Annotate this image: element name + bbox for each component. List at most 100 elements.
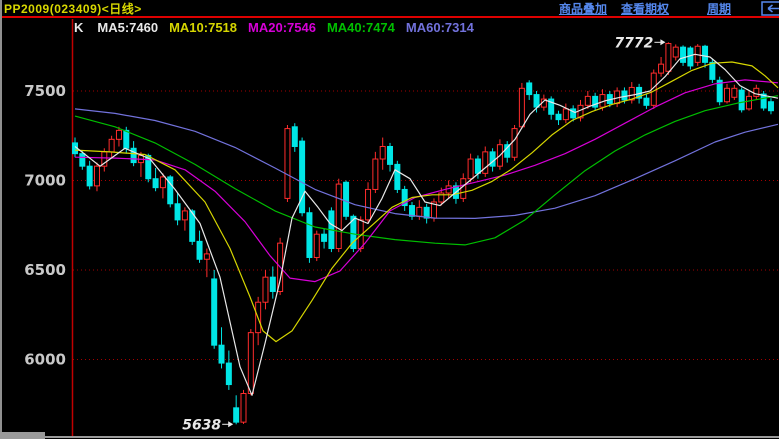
candle-body xyxy=(167,176,174,205)
legend-k-label: K xyxy=(74,20,84,35)
candle-body xyxy=(592,95,599,108)
window-bottom-border xyxy=(0,436,779,438)
candle-body xyxy=(284,128,291,199)
candle-body xyxy=(152,178,159,189)
candle-body xyxy=(489,151,496,167)
indicator-legend: K MA5:7460 MA10:7518 MA20:7546 MA40:7474… xyxy=(74,21,474,34)
candle-body xyxy=(335,183,342,250)
candle-body xyxy=(511,128,518,158)
candle-body xyxy=(423,206,430,219)
candle-body xyxy=(724,87,731,103)
candle-body xyxy=(269,276,276,292)
candle-body xyxy=(680,46,687,63)
candle-body xyxy=(570,108,577,119)
candle-body xyxy=(555,113,562,121)
candle-body xyxy=(416,206,423,217)
candle-body xyxy=(394,163,401,190)
annotation-arrowhead xyxy=(228,421,234,428)
candle-body xyxy=(350,215,357,250)
candle-body xyxy=(731,87,738,98)
y-axis-tick-label: 7500 xyxy=(24,82,66,100)
titlebar-separator xyxy=(0,16,779,18)
candle-body xyxy=(79,153,86,167)
candle-body xyxy=(702,45,709,63)
candle-body xyxy=(401,188,408,207)
price-annotation-label: 5638 xyxy=(182,417,221,433)
candle-body xyxy=(123,129,130,149)
candle-body xyxy=(408,205,415,217)
legend-ma5: MA5:7460 xyxy=(97,20,159,35)
candle-body xyxy=(672,46,679,58)
menu-commodity-overlay-link[interactable]: 商品叠加 xyxy=(558,1,607,16)
candle-body xyxy=(108,138,115,153)
legend-ma40: MA40:7474 xyxy=(326,20,395,35)
candle-body xyxy=(93,165,100,187)
candle-body xyxy=(299,140,306,214)
candle-body xyxy=(196,240,203,260)
y-axis-tick-label: 6500 xyxy=(24,261,66,279)
candle-body xyxy=(658,63,665,74)
candle-body xyxy=(306,212,313,258)
symbol-title: PP2009(023409)<日线> xyxy=(4,1,142,16)
y-axis-tick-label: 6000 xyxy=(24,351,66,369)
menu-view-options-link[interactable]: 查看期权 xyxy=(620,1,669,16)
candle-body xyxy=(211,278,218,346)
scrollbar-corner xyxy=(0,432,45,439)
candle-body xyxy=(130,147,137,164)
candle-body xyxy=(343,181,350,217)
candle-body xyxy=(218,344,225,364)
y-axis-tick-label: 7000 xyxy=(24,172,66,190)
candle-body xyxy=(387,145,394,165)
candle-body xyxy=(709,61,716,80)
candle-body xyxy=(628,86,635,101)
candle-body xyxy=(665,43,672,72)
candle-body xyxy=(518,87,525,128)
legend-ma60: MA60:7314 xyxy=(405,20,474,35)
candle-body xyxy=(203,253,210,260)
candle-body xyxy=(745,95,752,110)
ma-line-ma5 xyxy=(74,53,779,396)
candle-body xyxy=(526,82,533,96)
candle-body xyxy=(621,90,628,101)
candle-body xyxy=(767,101,774,112)
candle-body xyxy=(313,233,320,258)
ma-line-ma60 xyxy=(74,108,779,219)
legend-ma10: MA10:7518 xyxy=(169,20,238,35)
candle-body xyxy=(760,93,767,109)
annotation-arrowhead xyxy=(660,39,666,46)
candle-body xyxy=(372,158,379,190)
candle-body xyxy=(86,165,93,187)
candle-body xyxy=(291,126,298,147)
candle-body xyxy=(379,145,386,160)
candle-body xyxy=(460,178,467,199)
candle-body xyxy=(753,87,760,97)
candle-body xyxy=(233,407,240,423)
candle-body xyxy=(687,47,694,67)
candle-body xyxy=(438,192,445,203)
ma-line-ma40 xyxy=(74,95,779,246)
candle-body xyxy=(115,129,122,140)
price-annotation-label: 7772 xyxy=(614,35,653,51)
candle-body xyxy=(321,233,328,242)
candle-body xyxy=(467,158,474,180)
candle-body xyxy=(159,176,166,189)
candle-body xyxy=(240,393,247,423)
back-arrow-icon[interactable] xyxy=(761,0,779,16)
candle-body xyxy=(474,158,481,174)
candle-body xyxy=(533,94,540,108)
ma-line-ma20 xyxy=(74,79,779,283)
menu-period-link[interactable]: 周期 xyxy=(706,1,731,16)
title-bar: PP2009(023409)<日线> 商品叠加 查看期权 周期 xyxy=(0,0,779,16)
menu-bar: 商品叠加 查看期权 周期 xyxy=(559,0,779,17)
candle-body xyxy=(482,151,489,174)
candle-body xyxy=(738,89,745,111)
candle-body xyxy=(584,95,591,106)
candle-body xyxy=(247,332,254,395)
candle-body xyxy=(189,210,196,242)
candle-body xyxy=(562,108,569,121)
candle-body xyxy=(365,188,372,221)
candle-body xyxy=(548,98,555,115)
candle-body xyxy=(716,79,723,103)
